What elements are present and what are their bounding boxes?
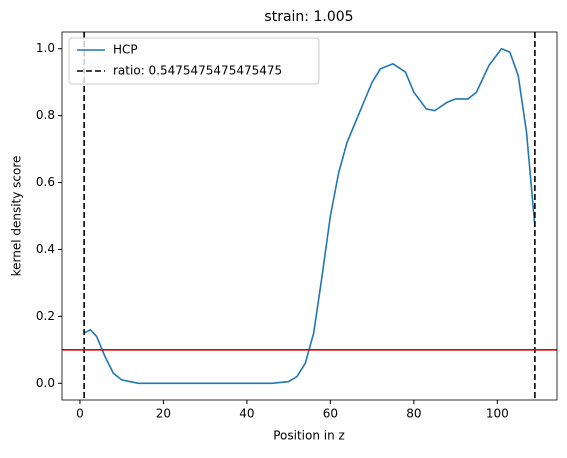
y-tick-label: 0.8 [36, 108, 55, 122]
y-tick-label: 0.4 [36, 242, 55, 256]
y-tick-label: 1.0 [36, 41, 55, 55]
x-tick-label: 80 [406, 407, 421, 421]
plot-frame [61, 31, 558, 401]
legend-box [68, 37, 320, 85]
x-tick-label: 60 [323, 407, 338, 421]
y-tick-label: 0.6 [36, 175, 55, 189]
legend-label: ratio: 0.5475475475475475 [113, 64, 282, 78]
y-tick-label: 0.0 [36, 376, 55, 390]
chart-title: strain: 1.005 [264, 9, 353, 25]
x-axis-label: Position in z [273, 429, 345, 443]
x-tick-label: 40 [239, 407, 254, 421]
data-line [83, 47, 536, 385]
x-tick-label: 100 [486, 407, 509, 421]
x-tick-label: 20 [156, 407, 171, 421]
y-tick-label: 0.2 [36, 309, 55, 323]
x-tick-label: 0 [76, 407, 84, 421]
y-axis-label: kernel density score [10, 156, 24, 277]
legend-label: HCP [113, 43, 138, 57]
